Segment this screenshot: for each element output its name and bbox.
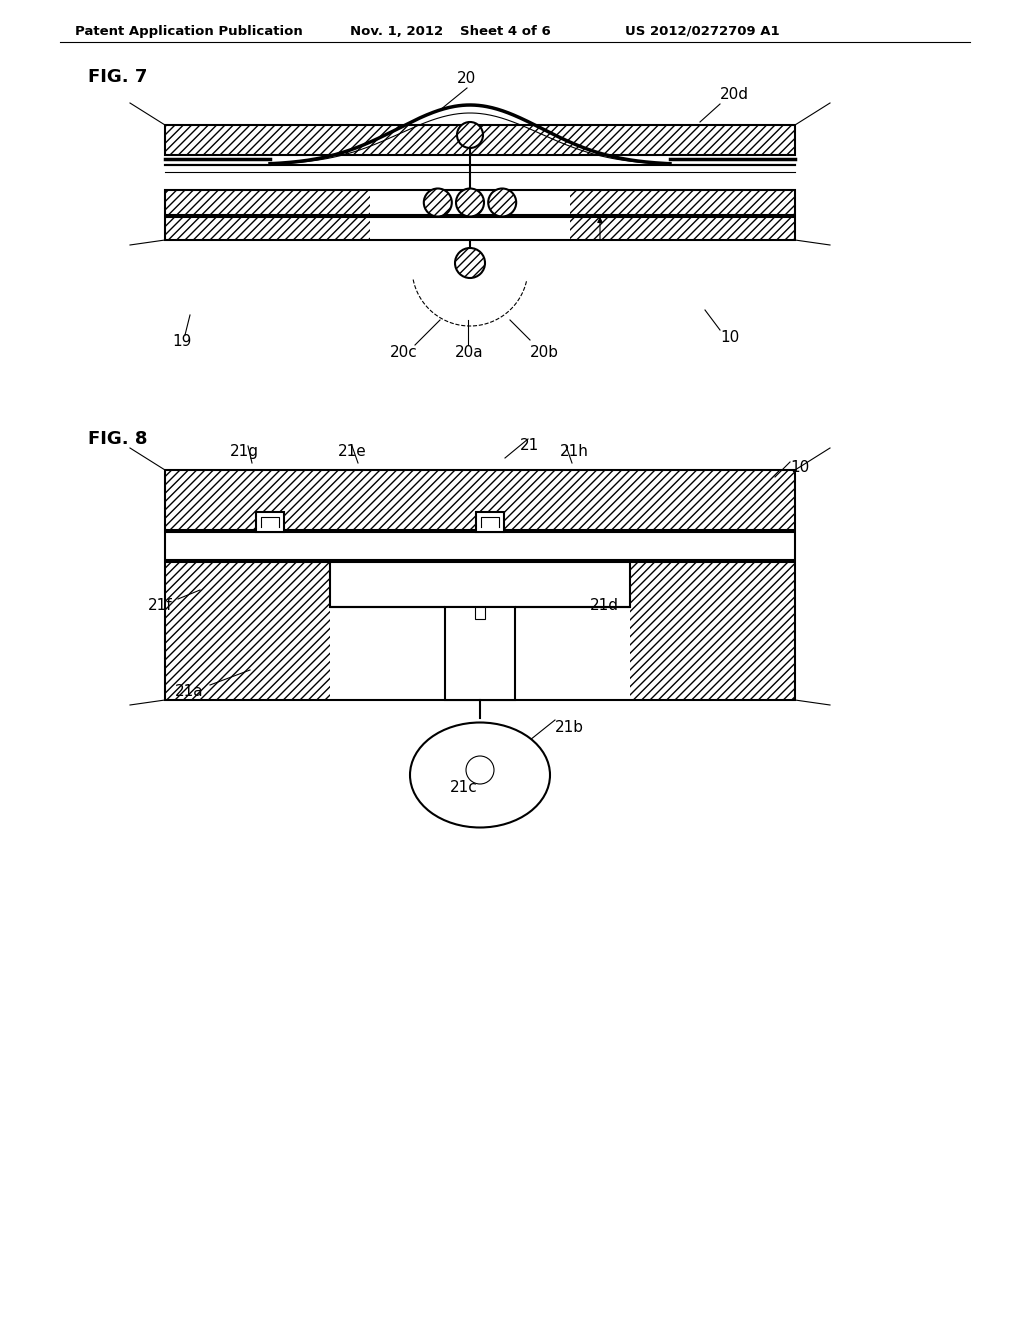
Text: Sheet 4 of 6: Sheet 4 of 6 bbox=[460, 25, 551, 38]
Bar bbox=[165, 125, 795, 154]
Text: FIG. 8: FIG. 8 bbox=[88, 430, 147, 447]
Circle shape bbox=[424, 189, 452, 216]
Text: 21a: 21a bbox=[175, 684, 204, 700]
Text: 20a: 20a bbox=[455, 345, 483, 360]
Circle shape bbox=[457, 121, 483, 148]
Bar bbox=[165, 190, 795, 215]
Ellipse shape bbox=[410, 722, 550, 828]
Text: Nov. 1, 2012: Nov. 1, 2012 bbox=[350, 25, 443, 38]
Text: 21g: 21g bbox=[230, 444, 259, 459]
Bar bbox=[475, 607, 485, 619]
Text: 19: 19 bbox=[172, 334, 191, 348]
Circle shape bbox=[466, 756, 494, 784]
Bar bbox=[165, 562, 795, 700]
Bar bbox=[630, 562, 795, 700]
Bar bbox=[165, 470, 795, 531]
Bar bbox=[165, 216, 795, 240]
Bar bbox=[165, 562, 330, 700]
Bar bbox=[570, 190, 795, 215]
Bar bbox=[330, 562, 630, 607]
Bar bbox=[165, 216, 370, 240]
Text: US 2012/0272709 A1: US 2012/0272709 A1 bbox=[625, 25, 779, 38]
Text: 21c: 21c bbox=[450, 780, 478, 795]
Bar bbox=[570, 216, 795, 240]
Bar bbox=[256, 512, 284, 532]
Text: 10: 10 bbox=[790, 459, 809, 475]
Circle shape bbox=[455, 248, 485, 279]
Bar bbox=[476, 512, 504, 532]
Circle shape bbox=[456, 189, 484, 216]
Text: 10: 10 bbox=[720, 330, 739, 345]
Text: 21e: 21e bbox=[338, 444, 367, 459]
Text: 20: 20 bbox=[458, 71, 476, 86]
Text: 21f: 21f bbox=[148, 598, 173, 612]
Bar bbox=[165, 190, 370, 215]
Bar bbox=[165, 125, 795, 154]
Text: 21b: 21b bbox=[555, 719, 584, 735]
Text: FIG. 7: FIG. 7 bbox=[88, 69, 147, 86]
Text: 20d: 20d bbox=[720, 87, 749, 102]
Text: 21h: 21h bbox=[560, 444, 589, 459]
Circle shape bbox=[488, 189, 516, 216]
Bar bbox=[165, 470, 795, 531]
Text: 20c: 20c bbox=[390, 345, 418, 360]
Text: 21: 21 bbox=[520, 438, 540, 453]
Bar bbox=[165, 532, 795, 560]
Bar bbox=[445, 607, 515, 700]
Text: Patent Application Publication: Patent Application Publication bbox=[75, 25, 303, 38]
Text: 20b: 20b bbox=[530, 345, 559, 360]
Text: 21d: 21d bbox=[590, 598, 618, 612]
